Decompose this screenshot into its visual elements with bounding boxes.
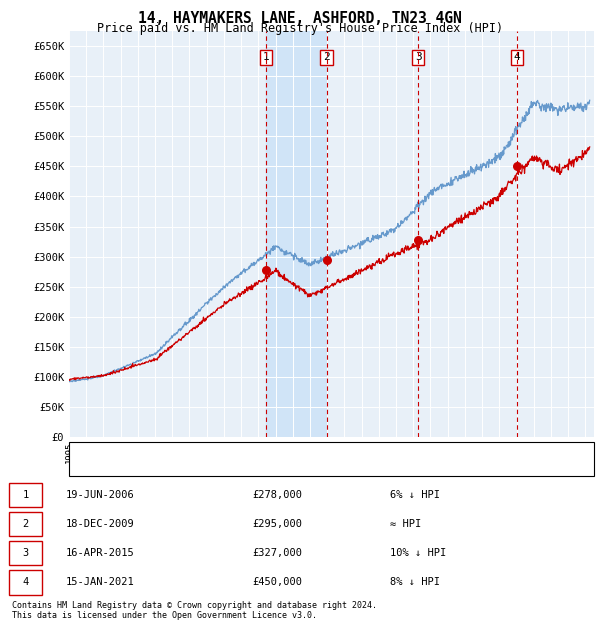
Text: 18-DEC-2009: 18-DEC-2009 [66, 519, 135, 529]
Text: 3: 3 [415, 53, 422, 63]
Text: 16-APR-2015: 16-APR-2015 [66, 548, 135, 559]
FancyBboxPatch shape [69, 442, 594, 476]
Text: 1: 1 [22, 490, 29, 500]
Text: 6% ↓ HPI: 6% ↓ HPI [390, 490, 440, 500]
Text: £327,000: £327,000 [252, 548, 302, 559]
Text: 2: 2 [22, 519, 29, 529]
Text: 8% ↓ HPI: 8% ↓ HPI [390, 577, 440, 588]
Point [413, 236, 423, 246]
Point [512, 161, 522, 171]
Text: £278,000: £278,000 [252, 490, 302, 500]
Point [262, 265, 271, 275]
Text: 4: 4 [22, 577, 29, 588]
Text: 2: 2 [323, 53, 330, 63]
Text: 3: 3 [22, 548, 29, 559]
Point [322, 255, 331, 265]
Text: 14, HAYMAKERS LANE, ASHFORD, TN23 4GN (detached house): 14, HAYMAKERS LANE, ASHFORD, TN23 4GN (d… [113, 446, 437, 456]
Text: £295,000: £295,000 [252, 519, 302, 529]
Bar [266, 31, 326, 437]
Text: 15-JAN-2021: 15-JAN-2021 [66, 577, 135, 588]
Text: This data is licensed under the Open Government Licence v3.0.: This data is licensed under the Open Gov… [12, 611, 317, 620]
Text: 10% ↓ HPI: 10% ↓ HPI [390, 548, 446, 559]
Text: 14, HAYMAKERS LANE, ASHFORD, TN23 4GN: 14, HAYMAKERS LANE, ASHFORD, TN23 4GN [138, 11, 462, 25]
Text: 19-JUN-2006: 19-JUN-2006 [66, 490, 135, 500]
Text: £450,000: £450,000 [252, 577, 302, 588]
Text: Price paid vs. HM Land Registry's House Price Index (HPI): Price paid vs. HM Land Registry's House … [97, 22, 503, 35]
Text: 4: 4 [514, 53, 521, 63]
Text: 1: 1 [263, 53, 269, 63]
Text: HPI: Average price, detached house, Ashford: HPI: Average price, detached house, Ashf… [113, 463, 371, 472]
Text: ≈ HPI: ≈ HPI [390, 519, 421, 529]
Text: Contains HM Land Registry data © Crown copyright and database right 2024.: Contains HM Land Registry data © Crown c… [12, 601, 377, 611]
